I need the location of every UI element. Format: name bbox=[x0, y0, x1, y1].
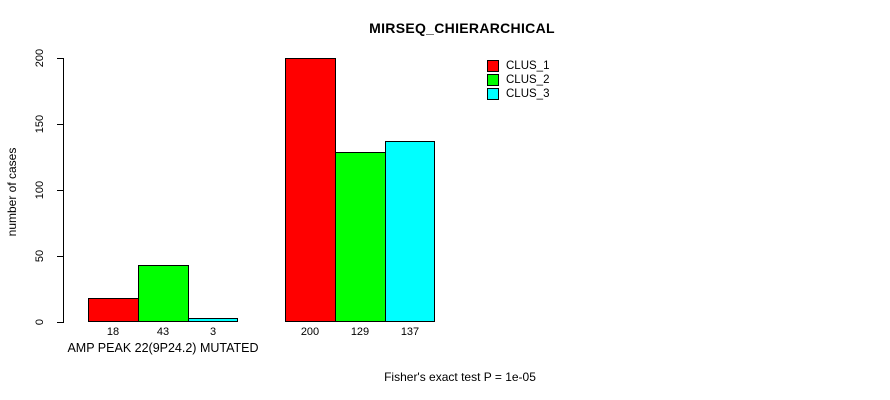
bar-value-label: 18 bbox=[106, 326, 120, 338]
legend-swatch-icon bbox=[487, 59, 499, 72]
bar-value-label: 43 bbox=[156, 326, 170, 338]
bar-clus_3 bbox=[188, 318, 238, 322]
y-tick-label: 150 bbox=[34, 114, 46, 134]
y-axis-tick bbox=[57, 256, 64, 257]
bar-clus_3 bbox=[385, 141, 435, 322]
bar-clus_2 bbox=[138, 265, 189, 322]
y-axis-label: number of cases bbox=[5, 147, 19, 237]
fisher-test-annotation: Fisher's exact test P = 1e-05 bbox=[384, 370, 536, 384]
y-tick-label: 50 bbox=[34, 249, 46, 263]
y-tick-label: 200 bbox=[34, 48, 46, 68]
y-tick-label: 100 bbox=[34, 180, 46, 200]
bar-value-label: 3 bbox=[209, 326, 217, 338]
legend-item-clus_1: CLUS_1 bbox=[487, 59, 549, 72]
bar-value-label: 200 bbox=[300, 326, 320, 338]
y-axis-tick bbox=[57, 58, 64, 59]
legend-item-clus_3: CLUS_3 bbox=[487, 87, 549, 100]
bar-clus_1 bbox=[285, 58, 336, 322]
bar-clus_1 bbox=[88, 298, 139, 322]
legend-swatch-icon bbox=[487, 87, 499, 100]
y-tick-label: 0 bbox=[34, 318, 46, 326]
legend-label: CLUS_1 bbox=[506, 59, 550, 72]
x-axis-group-label: AMP PEAK 22(9P24.2) MUTATED bbox=[67, 341, 259, 355]
bar-value-label: 129 bbox=[350, 326, 370, 338]
y-axis-tick bbox=[57, 190, 64, 191]
y-axis-tick bbox=[57, 322, 64, 323]
legend-label: CLUS_2 bbox=[506, 73, 550, 86]
legend: CLUS_1 CLUS_2 CLUS_3 bbox=[487, 59, 549, 100]
legend-swatch-icon bbox=[487, 73, 499, 86]
y-axis-tick bbox=[57, 124, 64, 125]
legend-item-clus_2: CLUS_2 bbox=[487, 73, 549, 86]
legend-label: CLUS_3 bbox=[506, 87, 550, 100]
chart-title: MIRSEQ_CHIERARCHICAL bbox=[369, 20, 555, 36]
bar-value-label: 137 bbox=[400, 326, 420, 338]
bar-clus_2 bbox=[335, 152, 386, 322]
